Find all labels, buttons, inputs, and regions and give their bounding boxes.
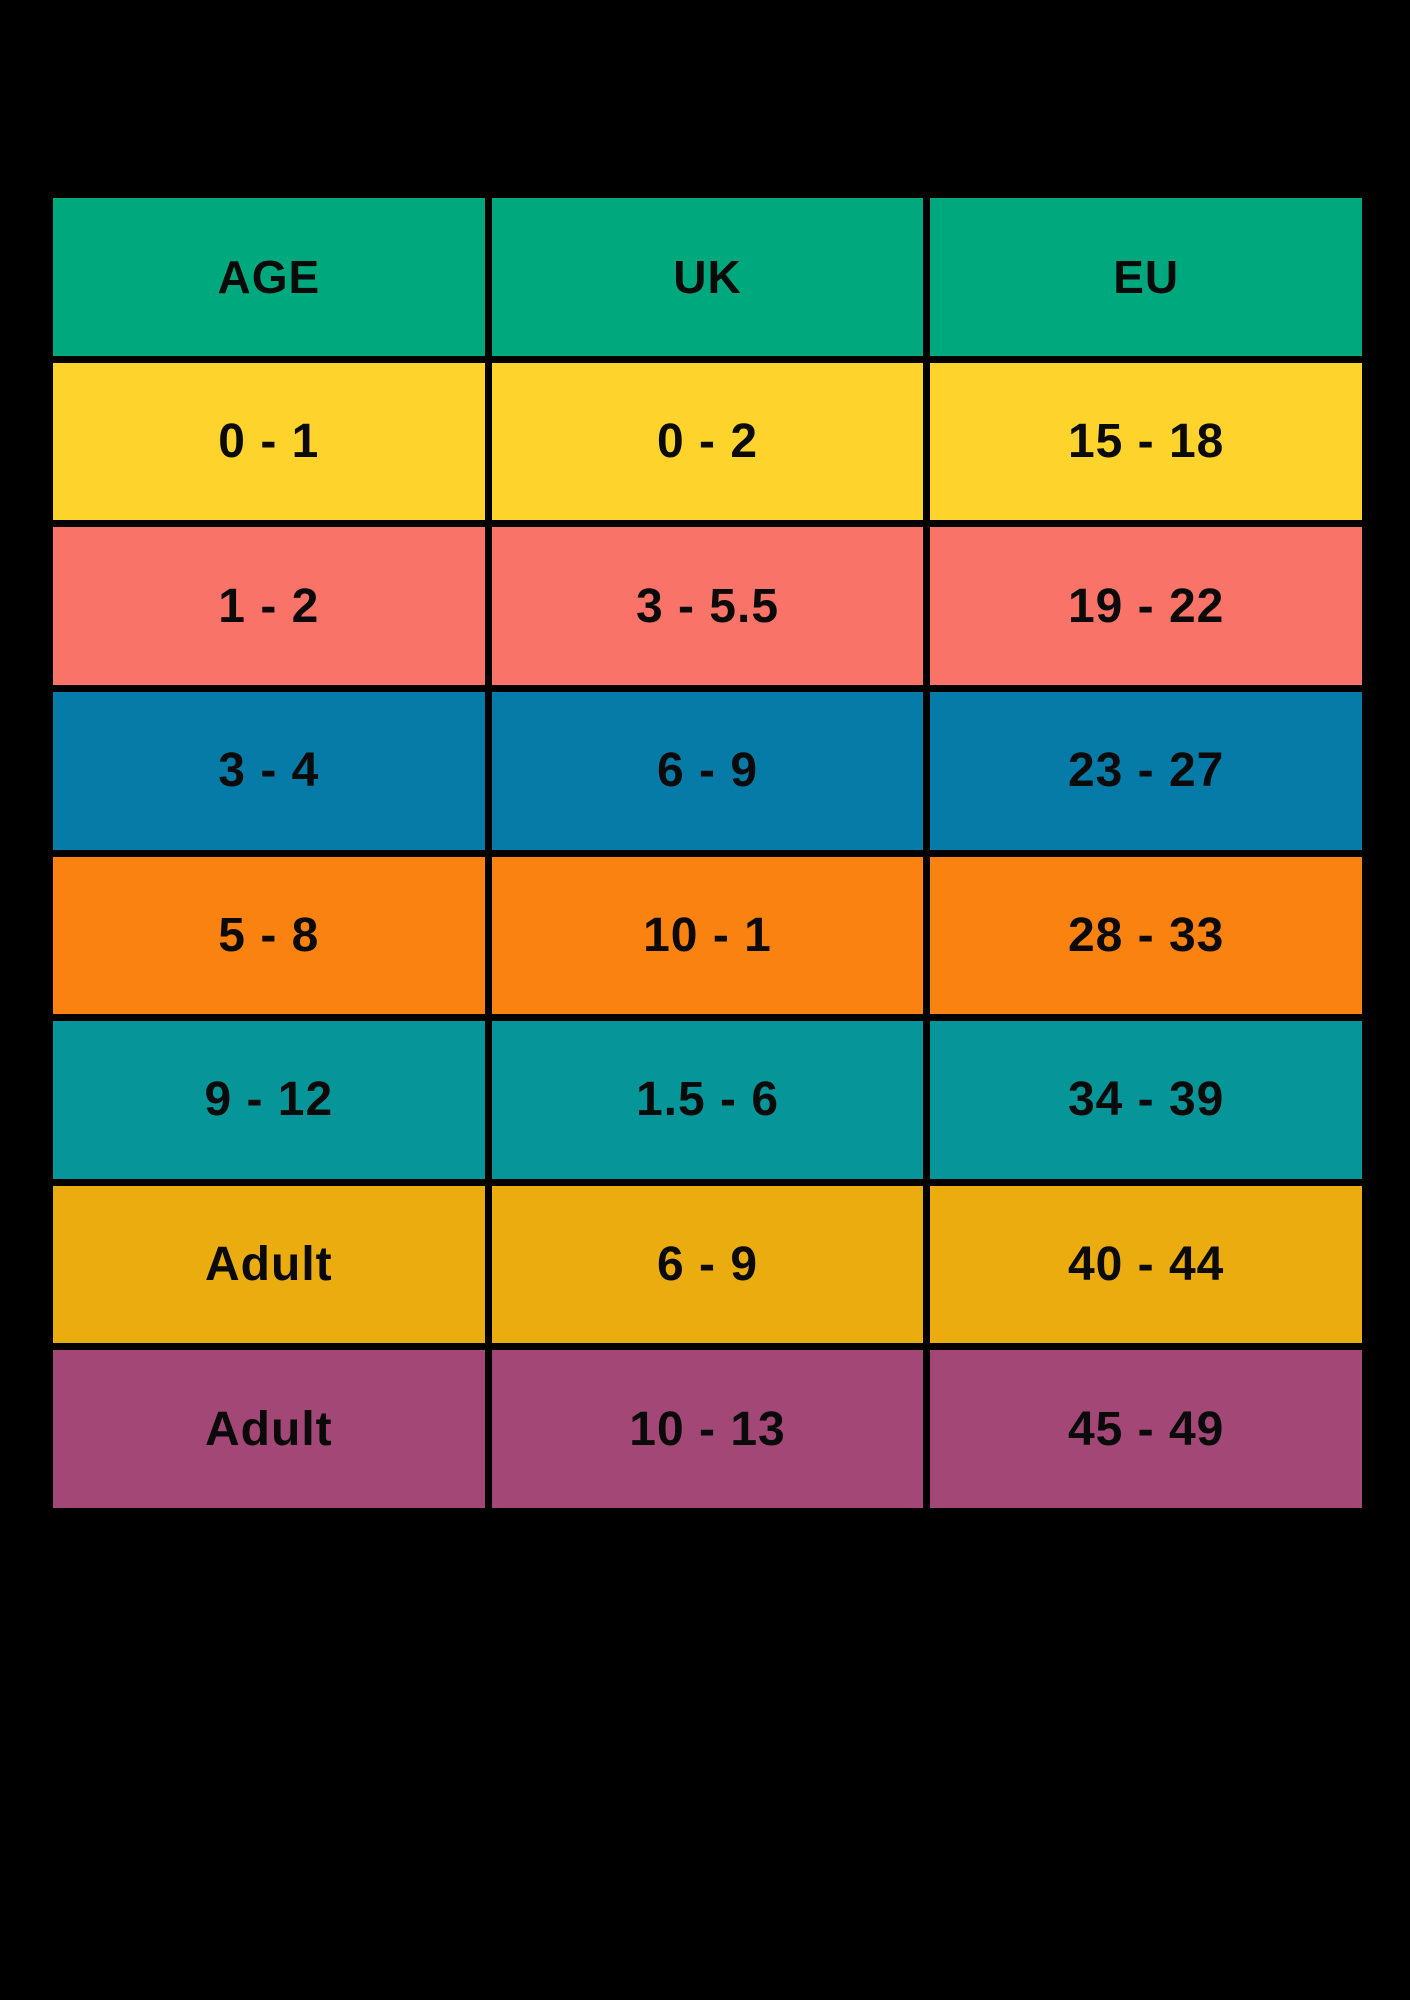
- column-header-uk: UK: [491, 198, 924, 356]
- table-cell-eu-row7: 45 - 49: [930, 1350, 1362, 1508]
- table-cell-age-row1: 0 - 1: [53, 362, 485, 521]
- table-cell-age-row3: 3 - 4: [53, 691, 485, 850]
- table-cell-uk-row6: 6 - 9: [491, 1185, 924, 1344]
- table-cell-uk-row4: 10 - 1: [491, 856, 924, 1015]
- table-cell-eu-row3: 23 - 27: [930, 691, 1362, 850]
- table-cell-eu-row2: 19 - 22: [930, 527, 1362, 685]
- table-cell-uk-row7: 10 - 13: [491, 1350, 924, 1508]
- size-chart-table: AGE UK EU 0 - 1 0 - 2 15 - 18 1 - 2 3 - …: [53, 198, 1362, 1508]
- table-cell-age-row7: Adult: [53, 1350, 485, 1508]
- table-cell-uk-row1: 0 - 2: [491, 362, 924, 521]
- table-cell-uk-row5: 1.5 - 6: [491, 1021, 924, 1179]
- column-header-eu: EU: [930, 198, 1362, 356]
- table-cell-age-row4: 5 - 8: [53, 856, 485, 1015]
- table-cell-eu-row4: 28 - 33: [930, 856, 1362, 1015]
- table-cell-uk-row2: 3 - 5.5: [491, 527, 924, 685]
- table-cell-age-row6: Adult: [53, 1185, 485, 1344]
- column-header-age: AGE: [53, 198, 485, 356]
- table-cell-eu-row6: 40 - 44: [930, 1185, 1362, 1344]
- table-cell-uk-row3: 6 - 9: [491, 691, 924, 850]
- table-cell-age-row2: 1 - 2: [53, 527, 485, 685]
- table-cell-eu-row1: 15 - 18: [930, 362, 1362, 521]
- table-cell-eu-row5: 34 - 39: [930, 1021, 1362, 1179]
- table-cell-age-row5: 9 - 12: [53, 1021, 485, 1179]
